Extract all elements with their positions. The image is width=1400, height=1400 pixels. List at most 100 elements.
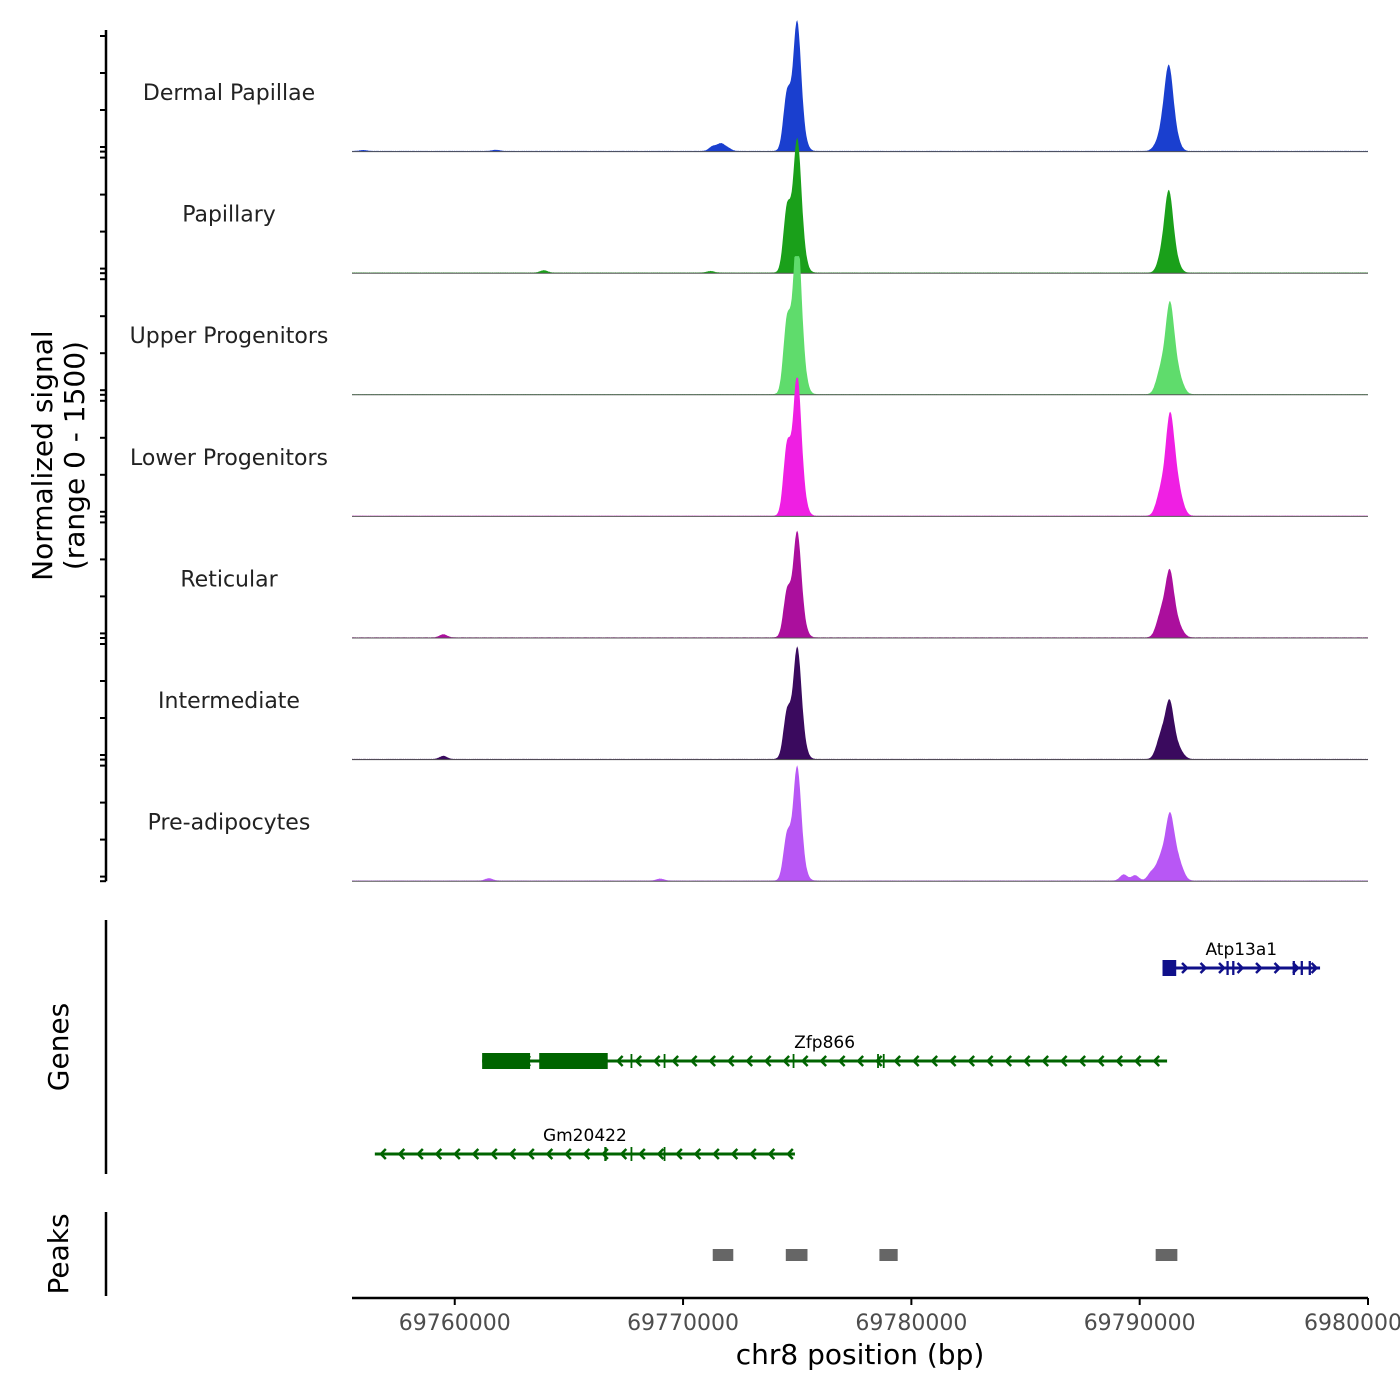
x-tick-label: 69790000 [1084,1311,1196,1336]
strand-arrow [967,1055,976,1067]
x-tick-label: 69770000 [627,1311,739,1336]
exon [1300,961,1303,975]
x-tick-label: 69760000 [399,1311,511,1336]
strand-arrow [786,1148,794,1160]
strand-arrow [837,1055,846,1067]
gene-label-zfp866: Zfp866 [794,1033,855,1053]
strand-arrow [708,1055,717,1067]
strand-arrow [800,1055,809,1067]
signal-area-upper-progenitors [352,256,1368,395]
peak-region-2 [785,1249,808,1261]
track-label-pre-adipocytes: Pre-adipocytes [148,811,311,836]
x-tick-label: 69780000 [855,1311,967,1336]
strand-arrow [1059,1055,1068,1067]
exon [482,1053,531,1069]
strand-arrow [1199,962,1208,974]
strand-arrow [1004,1055,1013,1067]
strand-arrow [652,1055,661,1067]
signal-y-axis [100,30,108,883]
strand-arrow [763,1055,772,1067]
strand-arrow [656,1148,665,1160]
strand-arrow [582,1148,591,1160]
strand-arrow [874,1055,883,1067]
exon [663,1147,666,1161]
strand-arrow [545,1148,554,1160]
gene-atp13a1: Atp13a1 [1162,940,1321,976]
strand-arrow [819,1055,828,1067]
strand-arrow [615,1055,624,1067]
exon [1308,961,1311,975]
strand-arrow [930,1055,939,1067]
gene-zfp866: Zfp866 [482,1033,1168,1069]
y-axis-title-line1: Normalized signal [26,330,59,581]
signal-tracks: Dermal Papillae Papillary Upper Progenitor… [130,20,1368,882]
strand-arrow [1041,1055,1050,1067]
strand-arrow [453,1148,461,1160]
strand-arrow [1218,962,1226,974]
signal-area-intermediate [352,646,1368,760]
strand-arrow [893,1055,902,1067]
x-axis-title: chr8 position (bp) [736,1338,985,1371]
signal-area-lower-progenitors [352,377,1368,517]
track-label-papillary: Papillary [182,203,276,228]
strand-arrow [416,1148,424,1160]
track-label-lower-progenitors: Lower Progenitors [130,446,328,471]
peak-regions [712,1249,1178,1261]
strand-arrow [1310,962,1319,974]
genes-panel-title: Genes [42,1003,75,1091]
gene-models: Atp13a1 Zfp866 Gm20422 [374,940,1321,1161]
strand-arrow [1133,1055,1142,1067]
gene-gm20422: Gm20422 [374,1126,795,1161]
strand-arrow [508,1148,517,1160]
strand-arrow [638,1148,646,1160]
strand-arrow [1096,1055,1105,1067]
strand-arrow [471,1148,480,1160]
strand-arrow [1181,962,1189,974]
exon [1162,960,1177,976]
track-label-upper-progenitors: Upper Progenitors [130,324,329,349]
peak-region-3 [879,1249,898,1261]
track-label-reticular: Reticular [180,567,278,592]
strand-arrow [1255,962,1263,974]
strand-arrow [1152,1055,1161,1067]
track-label-dermal-papillae: Dermal Papillae [143,81,315,106]
strand-arrow [1078,1055,1087,1067]
exon [630,1054,633,1068]
strand-arrow [675,1148,683,1160]
strand-arrow [745,1055,754,1067]
strand-arrow [749,1148,757,1160]
gene-label-gm20422: Gm20422 [543,1126,627,1146]
strand-arrow [693,1148,702,1160]
strand-arrow [730,1148,739,1160]
peaks-panel-title: Peaks [42,1213,75,1294]
strand-arrow [1236,962,1245,974]
peak-region-4 [1155,1249,1178,1261]
exon [663,1054,666,1068]
strand-arrow [726,1055,735,1067]
x-tick-label: 69800000 [1304,1311,1400,1336]
strand-arrow [1273,962,1282,974]
strand-arrow [434,1148,443,1160]
strand-arrow [948,1055,957,1067]
exon [604,1147,607,1161]
x-axis: 69760000 69770000 69780000 69790000 69800000 [352,1296,1400,1336]
exon [877,1054,879,1068]
signal-area-papillary [352,137,1368,274]
strand-arrow [782,1055,791,1067]
y-axis-title-line2: (range 0 - 1500) [58,341,91,570]
strand-arrow [379,1148,387,1160]
signal-area-reticular [352,530,1368,638]
exon [792,1054,795,1068]
strand-arrow [397,1148,406,1160]
strand-arrow [619,1148,628,1160]
gene-label-atp13a1: Atp13a1 [1205,940,1277,960]
strand-arrow [634,1055,643,1067]
strand-arrow [985,1055,994,1067]
strand-arrow [856,1055,865,1067]
exon [882,1054,885,1068]
strand-arrow [689,1055,698,1067]
peak-region-1 [712,1249,734,1261]
strand-arrow [911,1055,920,1067]
strand-arrow [767,1148,776,1160]
